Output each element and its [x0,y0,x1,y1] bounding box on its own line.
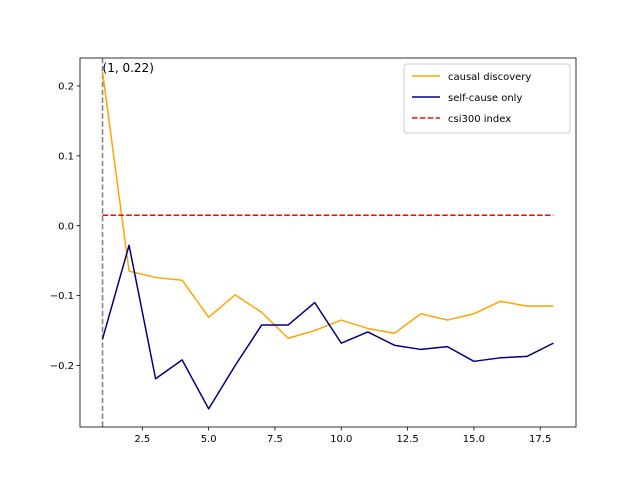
x-tick-label: 2.5 [134,434,150,445]
series-line-self-cause-only [101,244,554,410]
y-tick-label: −0.2 [50,361,74,372]
axes-border [79,57,577,428]
lines-layer [101,58,554,427]
legend-label: causal discovery [448,72,531,83]
y-tick-label: 0.1 [58,151,74,162]
y-tick-label: 0.0 [58,221,74,232]
x-tick-label: 10.0 [330,434,352,445]
annotations: (1, 0.22) [103,61,154,75]
legend-label: self-cause only [448,93,522,104]
legend-box [403,63,571,134]
legend-label: csi300 index [448,114,511,125]
x-tick-label: 5.0 [201,434,217,445]
x-tick-label: 17.5 [529,434,551,445]
y-tick-label: 0.2 [58,82,74,93]
x-tick-label: 12.5 [396,434,418,445]
axes-spines [79,57,577,428]
x-axis: 2.5 5.0 7.5 10.0 12.5 15.0 17.5 [134,427,551,445]
series-line-causal-discovery [101,71,554,339]
legend: causal discovery self-cause only csi300 in… [403,63,571,134]
point-annotation: (1, 0.22) [103,61,154,75]
x-tick-label: 7.5 [267,434,283,445]
x-tick-label: 15.0 [463,434,485,445]
y-tick-label: −0.1 [50,291,74,302]
y-axis: −0.2 −0.1 0.0 0.1 0.2 [50,82,80,372]
